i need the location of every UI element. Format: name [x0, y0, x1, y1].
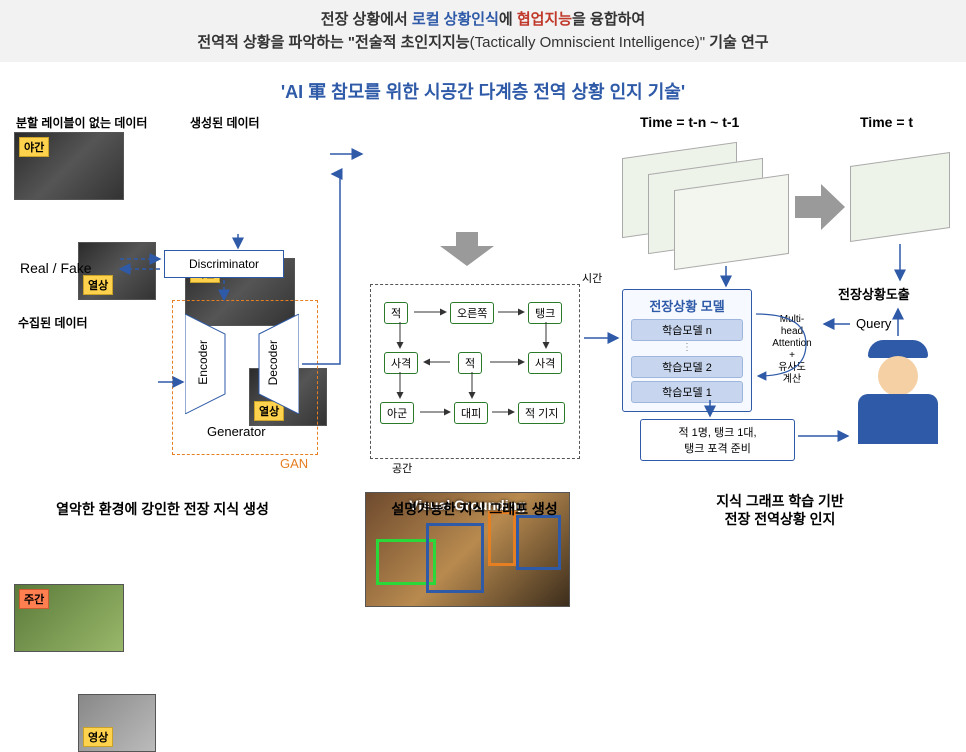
- label-collected-data: 수집된 데이터: [18, 314, 88, 331]
- header-text: 기술 연구: [705, 34, 769, 51]
- result-line-1: 적 1명, 탱크 1대,: [647, 424, 788, 440]
- label-generated-data: 생성된 데이터: [190, 114, 260, 131]
- kg-node-enemy-1: 적: [384, 302, 408, 324]
- kg-node-enemy-2: 적: [458, 352, 482, 374]
- header-line-2: 전역적 상황을 파악하는 "전술적 초인지지능(Tactically Omnis…: [0, 31, 966, 52]
- image-video: 영상: [78, 694, 156, 752]
- derive-situation-label: 전장상황도출: [838, 284, 910, 303]
- tag-day: 주간: [19, 589, 49, 609]
- vg-bbox-blue-2: [516, 515, 561, 570]
- model-item-n: 학습모델 n: [631, 319, 743, 341]
- kg-node-enemy-base: 적 기지: [518, 402, 565, 424]
- axis-time-label: 시간: [582, 270, 602, 286]
- arrow-right-big-icon: [795, 184, 845, 230]
- battlefield-model-title: 전장상황 모델: [631, 296, 743, 315]
- model-item-1: 학습모델 1: [631, 381, 743, 403]
- header-text: 전장 상황에서: [321, 11, 412, 28]
- header-text: 을 융합하여: [572, 11, 645, 28]
- label-no-split-data: 분할 레이블이 없는 데이터: [16, 114, 147, 131]
- kg-node-right: 오른쪽: [450, 302, 494, 324]
- axis-space-label: 공간: [392, 460, 412, 476]
- tag-night: 야간: [19, 137, 49, 157]
- header-text: 전역적 상황을 파악하는: [197, 34, 348, 51]
- encoder-shape: [185, 314, 240, 414]
- kg-node-evacuate: 대피: [454, 402, 488, 424]
- time-label-1: Time = t-n ~ t-1: [640, 114, 739, 130]
- model-item-2: 학습모델 2: [631, 356, 743, 378]
- header-blue: 로컬 상황인식: [412, 11, 499, 28]
- image-night-1: 야간: [14, 132, 124, 200]
- caption-right-1: 지식 그래프 학습 기반: [716, 493, 844, 509]
- tag-video: 영상: [83, 727, 113, 747]
- caption-right: 지식 그래프 학습 기반 전장 전역상황 인지: [635, 492, 925, 528]
- tag-thermal: 열상: [83, 275, 113, 295]
- officer-icon: [855, 340, 940, 445]
- isomap-current: [850, 152, 950, 242]
- decoder-label: Decoder: [266, 340, 280, 385]
- time-label-2: Time = t: [860, 114, 913, 130]
- isomap-prev-3: [674, 174, 789, 270]
- discriminator-box: Discriminator: [164, 250, 284, 278]
- battlefield-model-box: 전장상황 모델 학습모델 n ⋮ 학습모델 2 학습모델 1: [622, 289, 752, 412]
- generator-label: Generator: [207, 424, 266, 439]
- label-real-fake: Real / Fake: [20, 260, 92, 276]
- diagram-area: 분할 레이블이 없는 데이터 생성된 데이터 야간 열상 야간 열상 Real …: [0, 114, 966, 584]
- subtitle: 'AI 軍 참모를 위한 시공간 다계층 전역 상황 인지 기술': [0, 62, 966, 114]
- header-english: (Tactically Omniscient Intelligence)": [470, 34, 705, 51]
- encoder-label: Encoder: [196, 340, 210, 385]
- vg-bbox-orange: [488, 511, 516, 566]
- caption-left: 열악한 환경에 강인한 전장 지식 생성: [10, 499, 315, 519]
- discriminator-label: Discriminator: [189, 257, 259, 271]
- header-text: 에: [499, 11, 517, 28]
- query-label: Query: [856, 316, 891, 331]
- kg-node-fire-2: 사격: [528, 352, 562, 374]
- result-box: 적 1명, 탱크 1대, 탱크 포격 준비: [640, 419, 795, 461]
- result-line-2: 탱크 포격 준비: [647, 440, 788, 456]
- caption-right-2: 전장 전역상황 인지: [725, 511, 836, 527]
- kg-node-fire-1: 사격: [384, 352, 418, 374]
- caption-center: 설명가능한 지식 그래프 생성: [362, 499, 587, 519]
- header-line-1: 전장 상황에서 로컬 상황인식에 협업지능을 융합하여: [0, 8, 966, 29]
- arrow-down-icon: [440, 232, 494, 266]
- header-quote: "전술적 초인지지능: [348, 34, 470, 51]
- kg-node-ally: 아군: [380, 402, 414, 424]
- header-red: 협업지능: [517, 11, 572, 28]
- gan-label: GAN: [280, 456, 308, 471]
- image-day: 주간: [14, 584, 124, 652]
- vg-bbox-blue-1: [426, 523, 484, 593]
- attention-side-label: Multi- head Attention + 유사도 계산: [764, 314, 820, 386]
- header-banner: 전장 상황에서 로컬 상황인식에 협업지능을 융합하여 전역적 상황을 파악하는…: [0, 0, 966, 62]
- kg-node-tank: 탱크: [528, 302, 562, 324]
